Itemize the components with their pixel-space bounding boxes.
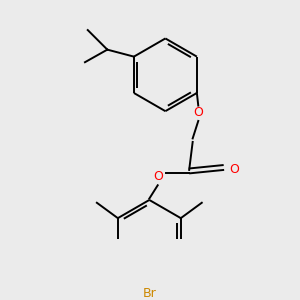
Text: Br: Br <box>142 287 156 300</box>
Text: O: O <box>193 106 203 119</box>
Text: O: O <box>229 164 239 176</box>
Text: O: O <box>153 170 163 183</box>
